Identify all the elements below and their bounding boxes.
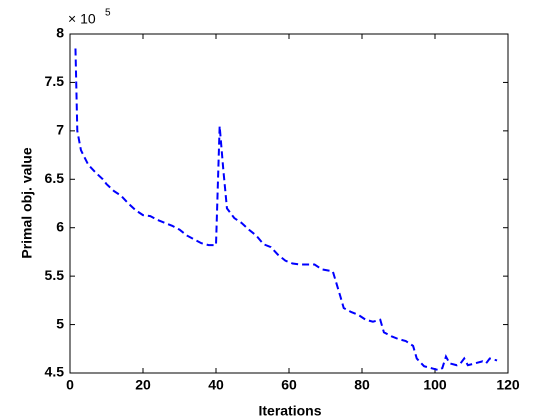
y-tick-label: 7.5 [45, 73, 65, 89]
y-tick-label: 4.5 [45, 364, 65, 380]
x-tick-label: 20 [135, 377, 151, 393]
data-line [74, 48, 498, 372]
x-tick-label: 60 [281, 377, 297, 393]
y-axis-label: Primal obj. value [19, 147, 35, 258]
x-tick-label: 40 [208, 377, 224, 393]
y-multiplier: × 10 [68, 11, 96, 27]
y-tick-label: 6.5 [45, 170, 65, 186]
x-tick-label: 80 [354, 377, 370, 393]
x-tick-label: 0 [66, 377, 74, 393]
x-tick-label: 100 [423, 377, 447, 393]
x-tick-label: 120 [496, 377, 520, 393]
plot-box [69, 33, 509, 374]
x-axis-label: Iterations [258, 403, 321, 419]
y-tick-label: 8 [56, 25, 64, 41]
y-tick-label: 5 [56, 315, 64, 331]
y-tick-label: 6 [56, 218, 64, 234]
y-tick-label: 7 [56, 122, 64, 138]
y-multiplier-exponent: 5 [105, 8, 111, 19]
y-tick-label: 5.5 [45, 267, 65, 283]
